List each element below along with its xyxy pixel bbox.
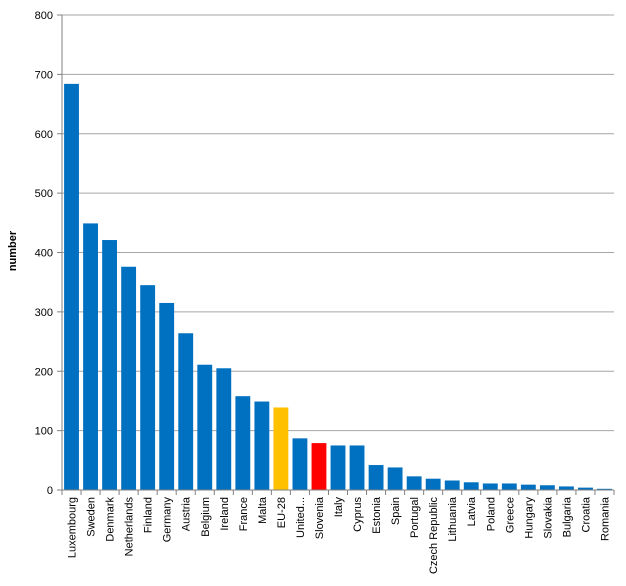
x-axis-ticks: Luxembourg Sweden Denmark Netherlands Finlan… [61, 490, 615, 575]
x-tick-label: Finland [143, 497, 155, 533]
bar-united [292, 438, 308, 490]
bar-portugal [406, 476, 422, 490]
y-tick-label: 200 [35, 366, 53, 378]
y-tick-label: 600 [35, 129, 53, 141]
x-tick-label: Sweden [86, 497, 98, 537]
x-tick-label: EU-28 [276, 497, 288, 528]
x-tick-label: Bulgaria [561, 496, 573, 537]
bar-romania [597, 488, 612, 490]
x-tick-label: Malta [257, 496, 269, 524]
bar-belgium [197, 364, 213, 490]
y-tick-label: 100 [35, 426, 53, 438]
y-tick-label: 500 [35, 188, 53, 200]
bar-ireland [216, 368, 232, 490]
x-tick-label: Greece [504, 497, 516, 533]
x-tick-label: Ireland [219, 497, 231, 531]
x-tick-label: Poland [485, 497, 497, 531]
bar-slovakia [539, 485, 555, 490]
bar-italy [330, 445, 346, 490]
y-tick-label: 800 [35, 10, 53, 22]
x-tick-label: United... [295, 497, 307, 538]
bar-czech-republic [425, 478, 441, 490]
x-tick-label: Lithuania [447, 496, 459, 542]
y-tick-label: 400 [35, 248, 53, 260]
bar-france [235, 396, 251, 490]
bar-lithuania [444, 480, 460, 490]
y-tick-label: 700 [35, 69, 53, 81]
x-tick-label: Slovenia [314, 496, 326, 539]
x-tick-label: Luxembourg [67, 497, 79, 558]
bar-spain [387, 467, 403, 490]
x-tick-label: Cyprus [352, 497, 364, 532]
bar-slovenia [311, 443, 327, 490]
bar-latvia [463, 482, 479, 490]
x-tick-label: Belgium [200, 497, 212, 537]
bars [64, 83, 612, 490]
y-tick-label: 0 [47, 485, 53, 497]
bar-greece [501, 483, 517, 490]
x-tick-label: Denmark [105, 497, 117, 542]
x-tick-label: Hungary [523, 497, 535, 539]
x-tick-label: Spain [390, 497, 402, 525]
x-tick-label: Germany [162, 497, 174, 543]
bar-sweden [83, 223, 98, 490]
x-tick-label: Romania [599, 496, 611, 541]
bar-malta [254, 401, 270, 490]
bar-finland [140, 285, 156, 490]
bar-denmark [102, 240, 118, 490]
x-tick-label: Italy [333, 497, 345, 518]
bar-cyprus [349, 445, 365, 490]
bar-estonia [368, 465, 384, 490]
x-tick-label: Croatia [580, 496, 592, 532]
x-tick-label: Austria [181, 496, 193, 531]
bar-austria [178, 333, 194, 490]
bar-luxembourg [64, 83, 79, 490]
y-axis-label: number [7, 230, 19, 271]
bar-germany [159, 302, 175, 490]
bar-croatia [578, 487, 593, 490]
y-tick-label: 300 [35, 307, 53, 319]
bar-poland [482, 483, 498, 490]
x-tick-label: Czech Republic [428, 497, 440, 575]
x-tick-label: Latvia [466, 496, 478, 526]
bar-hungary [520, 484, 536, 490]
x-tick-label: Estonia [371, 496, 383, 534]
bar-netherlands [121, 266, 137, 490]
x-tick-label: Portugal [409, 497, 421, 538]
bar-bulgaria [558, 486, 574, 490]
x-tick-label: Slovakia [542, 496, 554, 538]
x-tick-label: France [238, 497, 250, 531]
bar-eu-28 [273, 407, 289, 490]
y-axis-ticks: 0 100 200 300 400 500 600 700 800 [35, 10, 62, 497]
x-tick-label: Netherlands [124, 497, 136, 557]
